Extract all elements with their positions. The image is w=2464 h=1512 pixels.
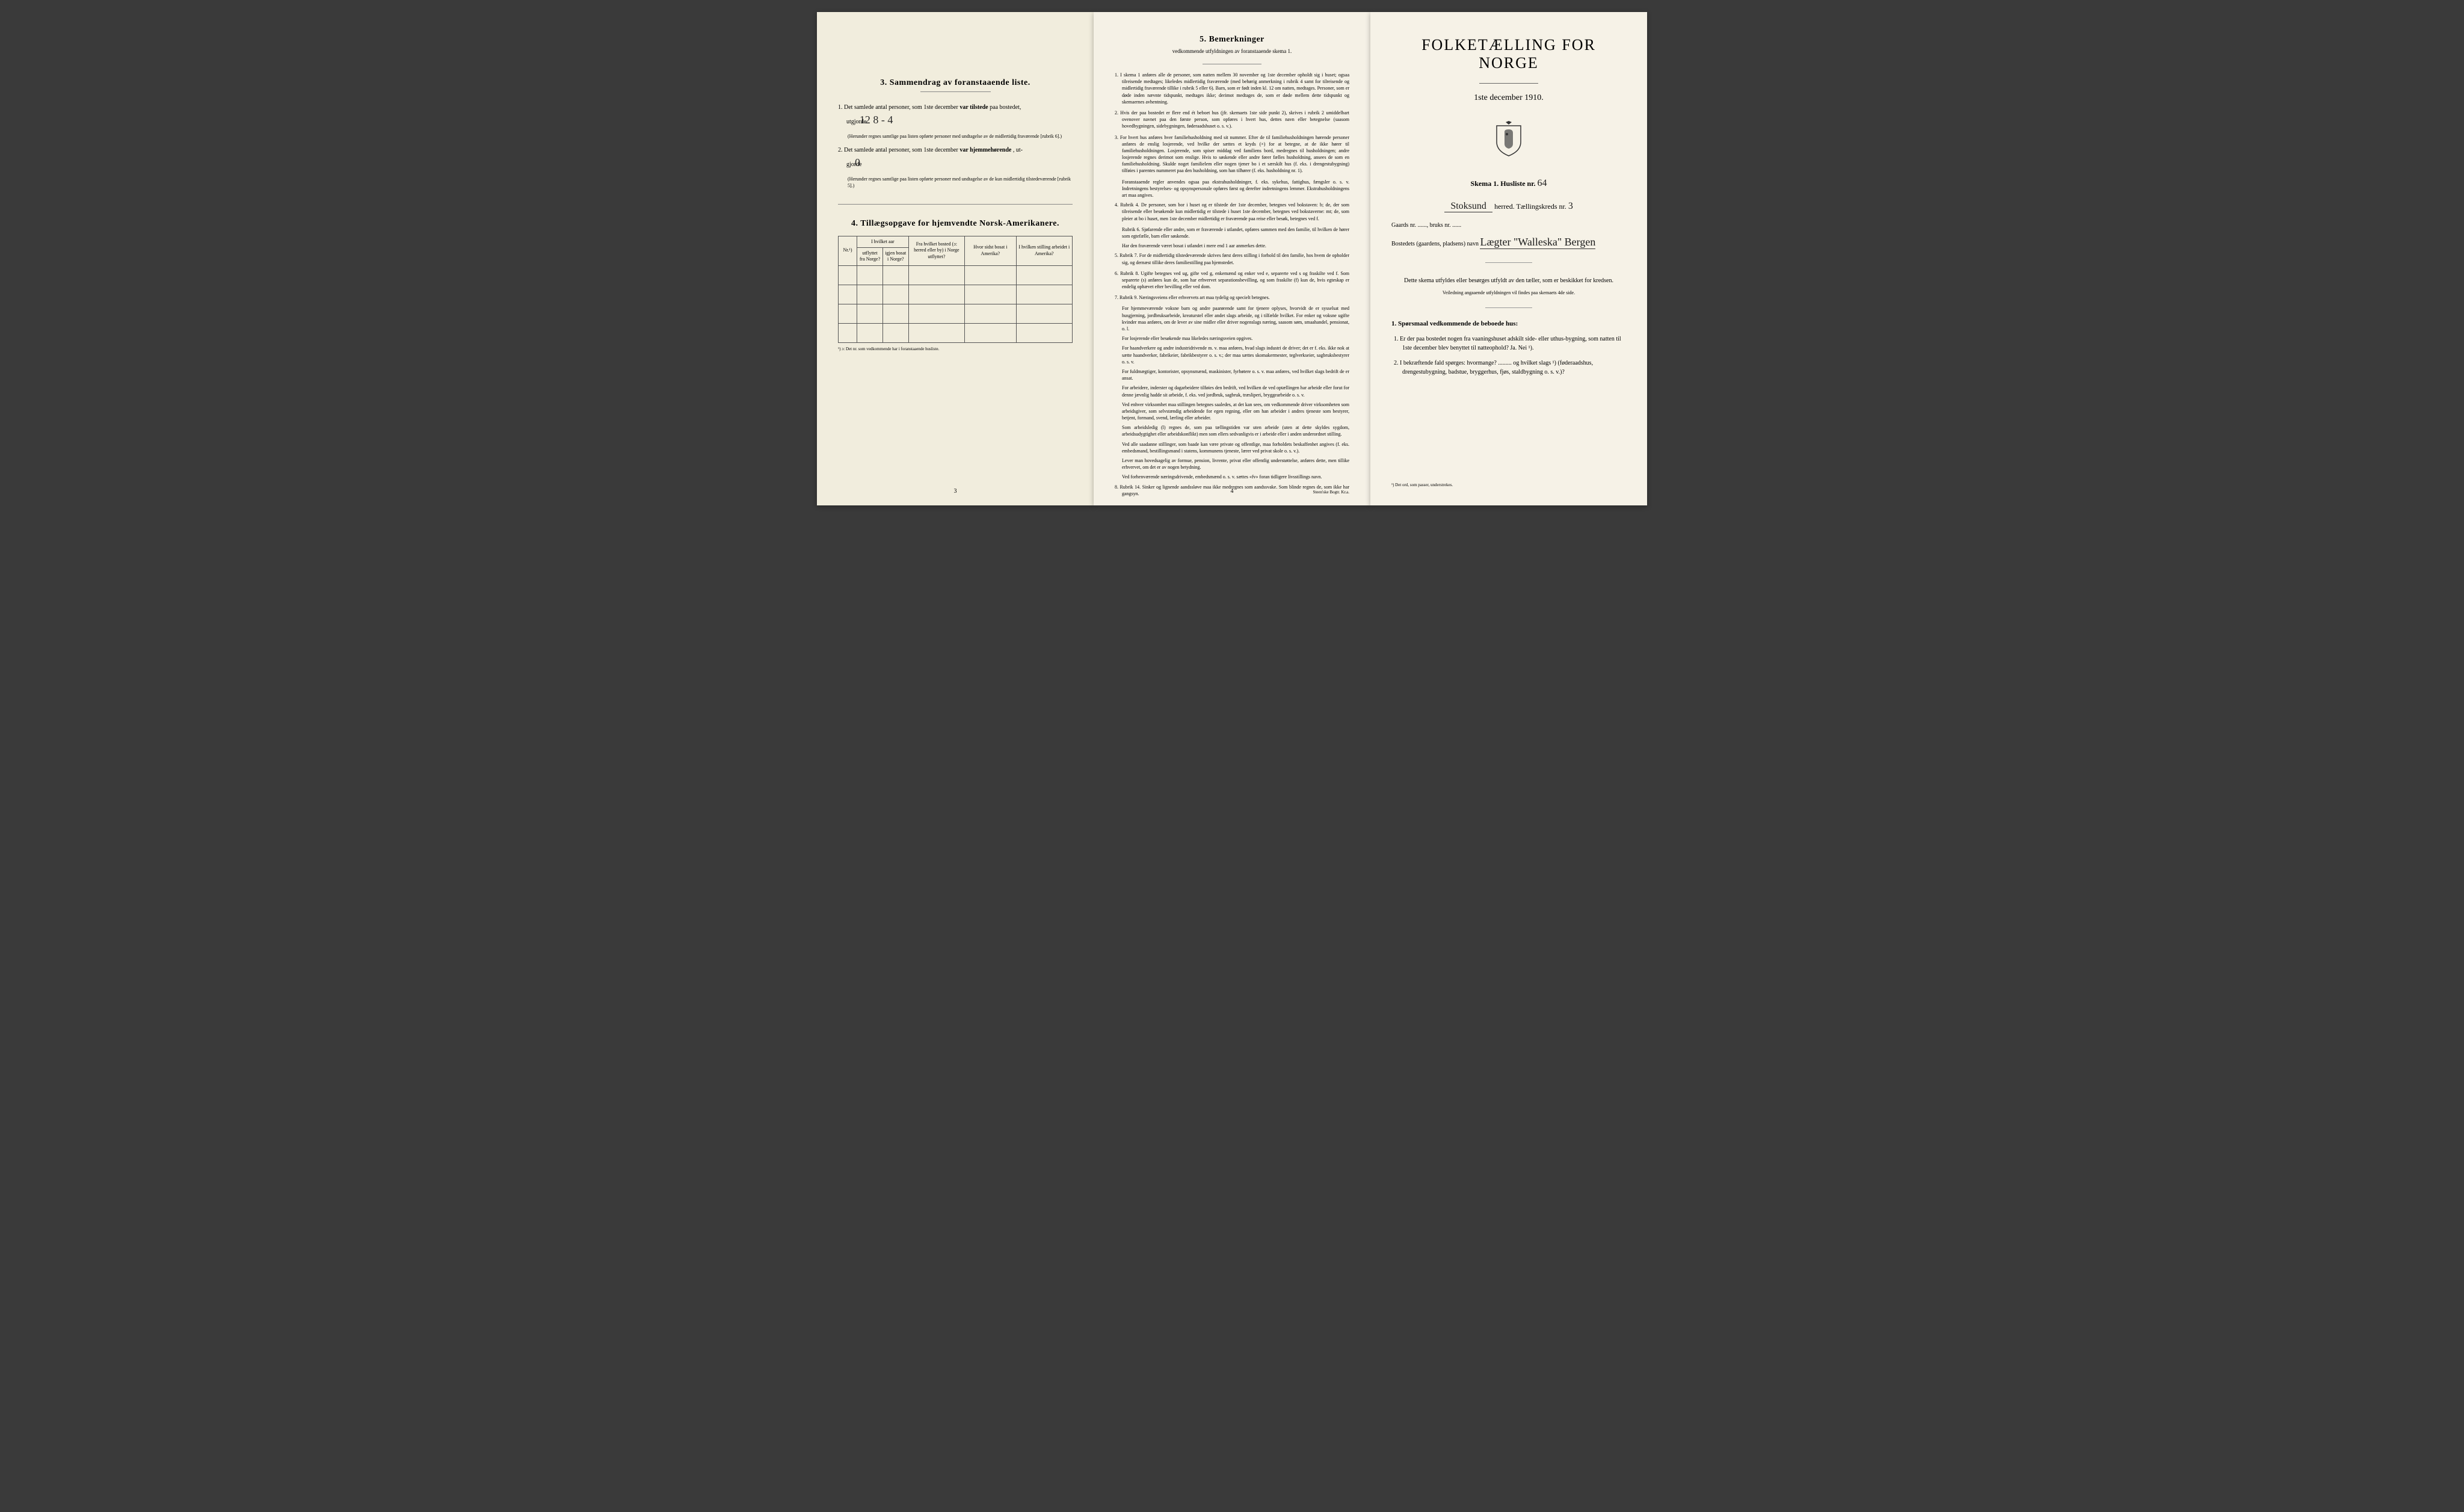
page-number-3: 3: [954, 488, 957, 495]
table-row: [839, 304, 1073, 323]
skema-label: Skema 1. Husliste nr.: [1471, 179, 1536, 188]
kreds-nr-handwritten: 3: [1568, 201, 1573, 211]
remark-4: 4. Rubrik 4. De personer, som bor i huse…: [1115, 202, 1349, 222]
remark-7-sub-d: For fuldmægtiger, kontorister, opsynsmæn…: [1115, 368, 1349, 381]
remark-7-sub-a: For hjemmeværende voksne barn og andre p…: [1115, 305, 1349, 332]
item1-prefix: 1. Det samlede antal personer, som 1ste …: [838, 104, 958, 111]
table-footnote: ¹) ɔ: Det nr. som vedkommende har i fora…: [838, 347, 1073, 351]
remark-3-sub: Foranstaaende regler anvendes ogsaa paa …: [1115, 179, 1349, 199]
remarks-list: 1. I skema 1 anføres alle de personer, s…: [1115, 72, 1349, 497]
instruction-text: Dette skema utfyldes eller besørges utfy…: [1391, 276, 1626, 285]
item1-bold: var tilstede: [959, 104, 988, 111]
herred-label: herred. Tællingskreds nr.: [1494, 202, 1566, 211]
remark-7-sub-j: Ved forhenværende næringsdrivende, embed…: [1115, 474, 1349, 480]
item2-bold: var hjemmehørende: [959, 147, 1011, 153]
item1-suffix: paa bostedet,: [990, 104, 1021, 111]
table-row: [839, 285, 1073, 304]
col-emigrated: utflyttet fra Norge?: [857, 247, 883, 265]
remark-7-sub-c: For haandverkere og andre industridriven…: [1115, 345, 1349, 365]
instruction-sub: Veiledning angaaende utfyldningen vil fi…: [1391, 290, 1626, 295]
herred-line: Stoksund herred. Tællingskreds nr. 3: [1391, 201, 1626, 212]
question-header: 1. Spørsmaal vedkommende de beboede hus:: [1391, 320, 1626, 327]
summary-item-1: 1. Det samlede antal personer, som 1ste …: [838, 103, 1073, 128]
skema-line: Skema 1. Husliste nr. 64: [1391, 178, 1626, 189]
page-1-cover: FOLKETÆLLING FOR NORGE 1ste december 191…: [1370, 12, 1647, 505]
table-row: [839, 265, 1073, 285]
census-date: 1ste december 1910.: [1391, 93, 1626, 103]
remark-7-sub-e: For arbeidere, inderster og dagarbeidere…: [1115, 384, 1349, 398]
col-from: Fra hvilket bosted (ɔ: herred eller by) …: [908, 236, 964, 265]
col-position: I hvilken stilling arbeidet i Amerika?: [1016, 236, 1072, 265]
col-where: Hvor sidst bosat i Amerika?: [965, 236, 1017, 265]
item2-prefix: 2. Det samlede antal personer, som 1ste …: [838, 147, 958, 153]
remark-1: 1. I skema 1 anføres alle de personer, s…: [1115, 72, 1349, 105]
remark-4-sub-b: Har den fraværende været bosat i utlande…: [1115, 242, 1349, 249]
item1-note: (Herunder regnes samtlige paa listen opf…: [848, 133, 1073, 140]
remark-6: 6. Rubrik 8. Ugifte betegnes ved ug, gif…: [1115, 270, 1349, 291]
question-1: 1. Er der paa bostedet nogen fra vaaning…: [1391, 335, 1626, 353]
section-3-title: 3. Sammendrag av foranstaaende liste.: [838, 78, 1073, 88]
item1-value-handwritten: 12 8 - 4: [868, 112, 893, 128]
census-document: 3. Sammendrag av foranstaaende liste. 1.…: [817, 12, 1647, 505]
bosted-label: Bostedets (gaardens, pladsens) navn: [1391, 241, 1479, 247]
remark-7-sub-b: For losjerende eller besøkende maa likel…: [1115, 335, 1349, 342]
item2-note: (Herunder regnes samtlige paa listen opf…: [848, 176, 1073, 189]
emigrant-table: Nr.¹) I hvilket aar Fra hvilket bosted (…: [838, 236, 1073, 343]
col-returned: igjen bosat i Norge?: [882, 247, 908, 265]
remark-5: 5. Rubrik 7. For de midlertidig tilstede…: [1115, 252, 1349, 265]
bosted-name-handwritten: Lægter "Walleska" Bergen: [1480, 236, 1595, 249]
remark-4-sub-a: Rubrik 6. Sjøfarende eller andre, som er…: [1115, 226, 1349, 239]
remark-7-sub-f: Ved enhver virksomhet maa stillingen bet…: [1115, 401, 1349, 422]
remark-2: 2. Hvis der paa bostedet er flere end ét…: [1115, 110, 1349, 130]
page-number-4: 4: [1231, 488, 1234, 495]
remark-7: 7. Rubrik 9. Næringsveiens eller erhverv…: [1115, 294, 1349, 301]
section-4-title: 4. Tillægsopgave for hjemvendte Norsk-Am…: [838, 219, 1073, 229]
cover-footnote: ¹) Det ord, som passer, understrekes.: [1391, 483, 1453, 487]
item2-suffix: , ut-: [1013, 147, 1023, 153]
col-nr: Nr.¹): [839, 236, 857, 265]
gaards-line: Gaards nr. ......, bruks nr. ......: [1391, 222, 1626, 229]
section-5-title: 5. Bemerkninger: [1115, 35, 1349, 45]
col-year-header: I hvilket aar: [857, 236, 909, 247]
remark-3: 3. For hvert hus anføres hver familiehus…: [1115, 134, 1349, 174]
remark-7-sub-h: Ved alle saadanne stillinger, som baade …: [1115, 441, 1349, 454]
bosted-line: Bostedets (gaardens, pladsens) navn Lægt…: [1391, 236, 1626, 249]
herred-name-handwritten: Stoksund: [1444, 201, 1492, 212]
question-2: 2. I bekræftende fald spørges: hvormange…: [1391, 359, 1626, 377]
page-4: 5. Bemerkninger vedkommende utfyldningen…: [1094, 12, 1370, 505]
remark-7-sub-g: Som arbeidsledig (l) regnes de, som paa …: [1115, 424, 1349, 437]
page-3: 3. Sammendrag av foranstaaende liste. 1.…: [817, 12, 1094, 505]
printer-note: Steen'ske Bogtr. Kr.a.: [1313, 490, 1349, 495]
table-row: [839, 323, 1073, 342]
remark-7-sub-i: Lever man hovedsagelig av formue, pensio…: [1115, 457, 1349, 471]
coat-of-arms-icon: [1391, 121, 1626, 160]
summary-item-2: 2. Det samlede antal personer, som 1ste …: [838, 146, 1073, 171]
husliste-nr-handwritten: 64: [1537, 178, 1547, 188]
section-5-subtitle: vedkommende utfyldningen av foranstaaend…: [1115, 48, 1349, 54]
census-title: FOLKETÆLLING FOR NORGE: [1391, 36, 1626, 72]
